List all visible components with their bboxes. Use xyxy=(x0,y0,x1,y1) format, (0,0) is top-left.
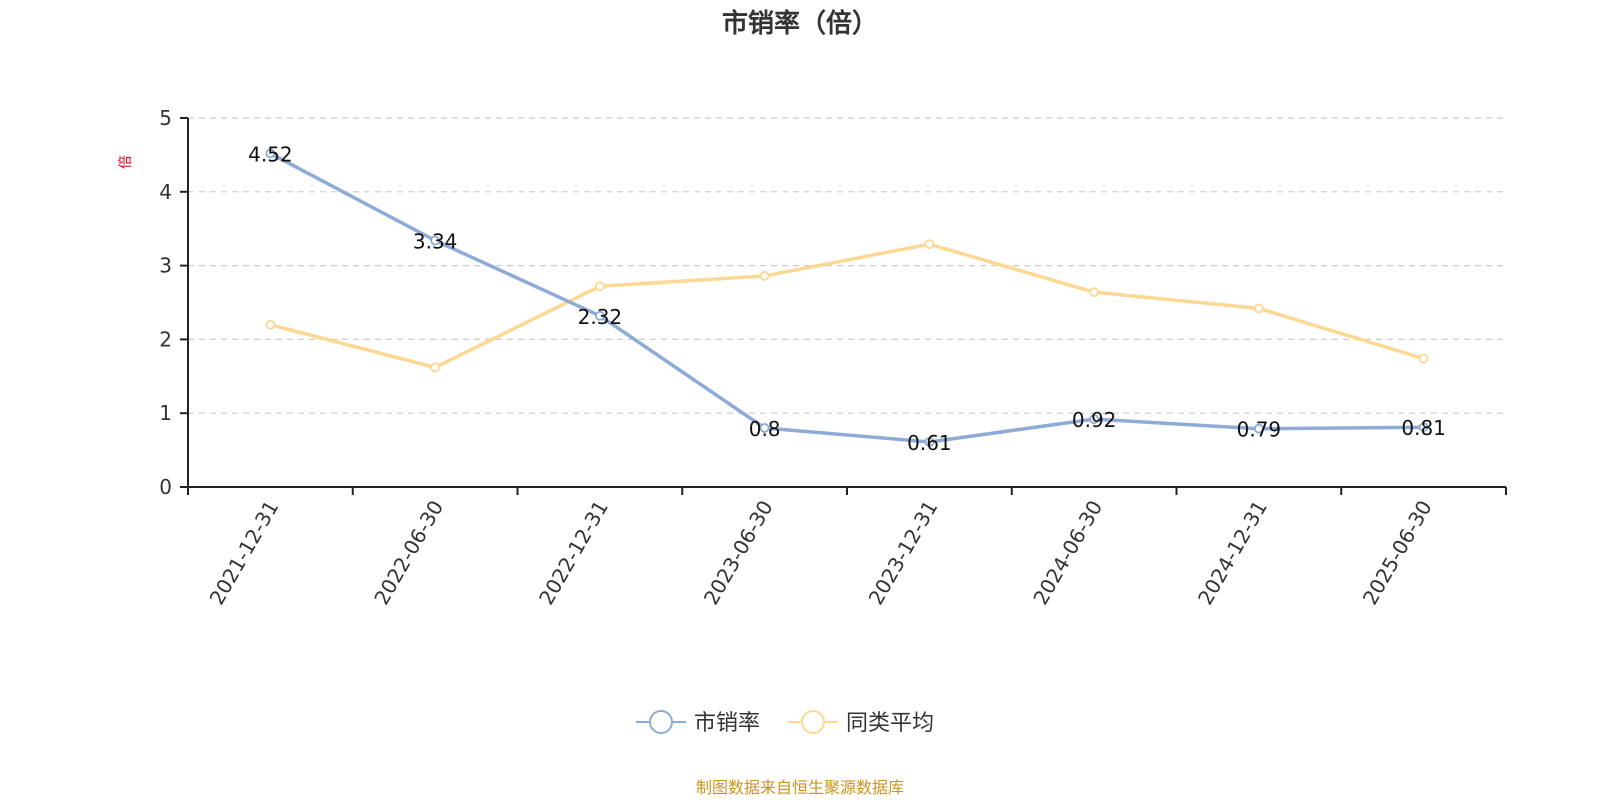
legend-label: 同类平均 xyxy=(846,711,934,736)
source-note: 制图数据来自恒生聚源数据库 xyxy=(696,778,904,797)
data-point xyxy=(1253,303,1264,314)
data-point xyxy=(924,437,935,447)
x-tick-label: 2024-12-31 xyxy=(1193,496,1272,609)
data-point xyxy=(430,362,441,373)
data-point xyxy=(594,310,605,321)
data-point xyxy=(1089,287,1100,298)
data-label: 0.8 xyxy=(749,417,781,441)
legend-item[interactable]: 同类平均 xyxy=(788,710,934,736)
legend-label: 市销率 xyxy=(694,711,760,736)
series-line xyxy=(268,242,1426,370)
data-point xyxy=(759,271,770,281)
data-point xyxy=(924,239,935,250)
data-point xyxy=(1418,353,1429,364)
data-point xyxy=(430,235,441,246)
series-line xyxy=(268,151,1426,444)
chart-title: 市销率（倍） xyxy=(722,8,878,39)
data-point xyxy=(265,148,276,159)
x-tick-label: 2023-12-31 xyxy=(864,496,943,609)
data-label: 0.79 xyxy=(1237,418,1282,442)
data-point xyxy=(1253,423,1264,434)
legend-circle-icon xyxy=(649,710,673,734)
data-label: 4.52 xyxy=(248,142,293,166)
y-tick-label: 2 xyxy=(159,327,172,351)
data-label: 0.61 xyxy=(907,431,952,455)
y-axis-unit-label: 倍 xyxy=(118,155,134,169)
data-point xyxy=(265,319,276,330)
data-point xyxy=(759,423,770,433)
grid-lines xyxy=(188,117,1506,414)
axes: 0 1 2 3 4 5 2021-12-31 2022-06-30 2022-12-31 2023… xyxy=(159,106,1507,609)
data-labels: 4.52 3.34 2.32 0.8 0.61 0.92 0.79 0.81 xyxy=(248,142,1446,455)
data-label: 2.32 xyxy=(578,305,623,329)
data-point xyxy=(1089,414,1100,425)
y-tick-label: 5 xyxy=(159,106,172,130)
x-tick-label: 2025-06-30 xyxy=(1358,496,1437,609)
x-tick-label: 2023-06-30 xyxy=(699,496,778,609)
data-label: 0.92 xyxy=(1072,408,1117,432)
y-tick-label: 3 xyxy=(159,254,172,278)
y-tick-label: 4 xyxy=(159,180,172,204)
y-tick-label: 0 xyxy=(159,475,172,499)
y-tick-label: 1 xyxy=(159,401,172,425)
x-tick-label: 2022-12-31 xyxy=(534,496,613,609)
data-label: 0.81 xyxy=(1401,416,1446,440)
x-tick-label: 2024-06-30 xyxy=(1028,496,1107,609)
data-label: 3.34 xyxy=(413,230,458,254)
x-tick-label: 2021-12-31 xyxy=(205,496,284,609)
legend-item[interactable]: 市销率 xyxy=(636,710,760,736)
legend: 市销率 同类平均 xyxy=(636,710,934,736)
x-tick-label: 2022-06-30 xyxy=(369,496,448,609)
series xyxy=(265,148,1429,447)
data-point xyxy=(1418,422,1429,433)
data-point xyxy=(594,281,605,292)
legend-circle-icon xyxy=(801,710,825,734)
